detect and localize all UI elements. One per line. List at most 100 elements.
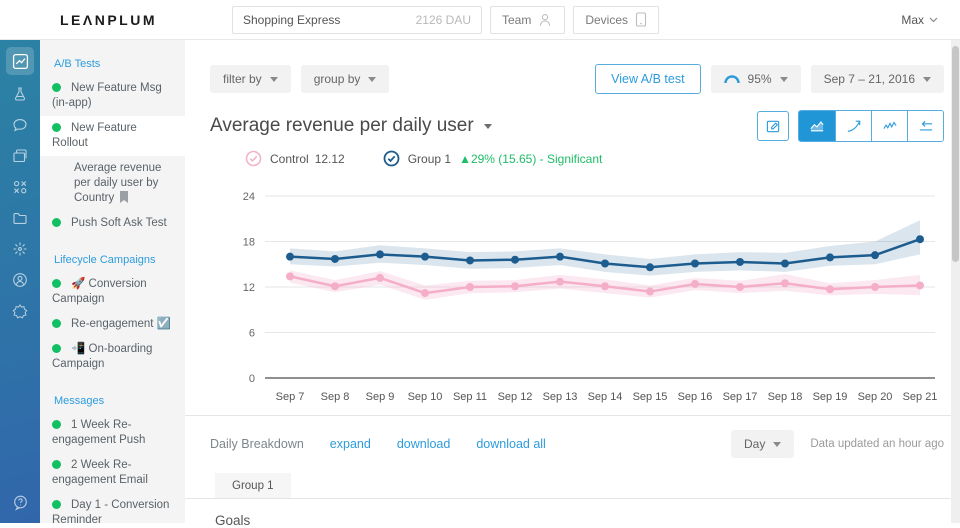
line-chart-canvas: 0 6 12 18 24 Sep 7 Sep 8 Sep 9 Sep 10 Sep 11 Sep 1… — [243, 191, 938, 403]
user-menu[interactable]: Max — [901, 13, 938, 27]
granularity-label: Day — [744, 437, 766, 451]
chart-type-switcher — [798, 110, 944, 142]
rail-messages-button[interactable] — [6, 112, 34, 137]
status-dot-icon — [52, 218, 61, 227]
data-point — [736, 257, 744, 266]
rail-events-button[interactable] — [6, 236, 34, 261]
sidebar-item[interactable]: Push Soft Ask Test — [40, 211, 185, 236]
chart-type-cumulative-button[interactable] — [835, 111, 871, 141]
nav-section-title: Messages — [54, 395, 105, 407]
sidebar-item[interactable]: New Feature Rollout — [40, 116, 185, 156]
user-name: Max — [901, 12, 924, 27]
nav-section-title: Lifecycle Campaigns — [54, 254, 156, 266]
y-tick-label: 6 — [249, 328, 255, 340]
flask-icon — [14, 86, 26, 101]
chart-type-area-button[interactable] — [799, 111, 835, 141]
cumulative-chart-icon — [847, 120, 860, 132]
x-tick-label: Sep 12 — [498, 391, 533, 403]
rail-audiences-button[interactable] — [6, 267, 34, 292]
expand-link[interactable]: expand — [329, 437, 371, 451]
chart-type-flat-button[interactable] — [907, 111, 943, 141]
sidebar-item[interactable]: 📲 On-boarding Campaign — [40, 337, 185, 377]
rail-variables-button[interactable] — [6, 174, 34, 199]
sidebar-item[interactable]: 2 Week Re-engagement Email — [40, 453, 185, 493]
edit-chart-button[interactable] — [757, 111, 789, 141]
data-point — [331, 254, 339, 263]
rail-campaigns-button[interactable] — [6, 143, 34, 168]
data-point — [781, 279, 789, 288]
team-button[interactable]: Team — [490, 5, 566, 34]
caret-down-icon — [269, 76, 278, 82]
legend-control-name: Control — [270, 151, 309, 166]
status-dot-icon — [52, 500, 61, 509]
date-range-dropdown[interactable]: Sep 7 – 21, 2016 — [810, 65, 944, 93]
sidebar-item[interactable]: Average revenue per daily user by Countr… — [40, 156, 185, 211]
y-tick-label: 24 — [243, 191, 255, 203]
devices-button[interactable]: Devices — [573, 5, 660, 34]
people-icon — [13, 272, 27, 287]
scrollbar-track[interactable] — [951, 40, 960, 523]
filters-toolbar: filter by group by View A/B test 95% Sep… — [210, 64, 944, 94]
granularity-dropdown[interactable]: Day — [731, 430, 795, 458]
rail-ab-tests-button[interactable] — [6, 81, 34, 106]
x-tick-label: Sep 14 — [588, 391, 623, 403]
top-bar: LEΛNPLUM Shopping Express 2126 DAU Team … — [0, 0, 960, 40]
y-tick-label: 0 — [249, 373, 255, 385]
devices-label: Devices — [585, 12, 629, 27]
breakdown-toolbar: Daily Breakdown expand download download… — [210, 430, 944, 458]
legend-group1-toggle[interactable]: Group 1 ▲29% (15.65) - Significant — [383, 150, 603, 167]
analytics-icon — [12, 53, 28, 69]
app-selector[interactable]: Shopping Express 2126 DAU — [232, 5, 482, 34]
data-point — [691, 259, 699, 268]
data-point — [286, 272, 294, 281]
chart-type-daily-button[interactable] — [871, 111, 907, 141]
legend-control-toggle[interactable]: Control 12.12 — [245, 150, 345, 167]
group-by-dropdown[interactable]: group by — [300, 65, 390, 93]
legend-group1-delta: ▲29% (15.65) - Significant — [459, 151, 603, 166]
zigzag-chart-icon — [882, 121, 897, 129]
team-label: Team — [502, 12, 532, 27]
confidence-dropdown[interactable]: 95% — [710, 65, 801, 93]
main-panel: filter by group by View A/B test 95% Sep… — [185, 40, 960, 528]
status-dot-icon — [52, 319, 61, 328]
sidebar-item[interactable]: 1 Week Re-engagement Push — [40, 413, 185, 453]
y-tick-label: 12 — [243, 282, 255, 294]
filter-by-dropdown[interactable]: filter by — [210, 65, 291, 93]
sidebar-item-label: Day 1 - Conversion Reminder — [52, 499, 170, 523]
status-dot-icon — [52, 279, 61, 288]
x-tick-label: Sep 8 — [321, 391, 350, 403]
sidebar-item[interactable]: New Feature Msg (in-app) — [40, 76, 185, 116]
tab-group1[interactable]: Group 1 — [215, 473, 291, 498]
group-by-label: group by — [313, 72, 361, 86]
view-ab-test-button[interactable]: View A/B test — [595, 64, 701, 94]
rail-files-button[interactable] — [6, 205, 34, 230]
data-point — [871, 251, 879, 260]
nav-section: A/B Tests New Feature Msg (in-app) New Fea… — [40, 54, 185, 236]
sidebar-item[interactable]: Day 1 - Conversion Reminder — [40, 493, 185, 523]
sidebar-item-label: 1 Week Re-engagement Push — [52, 419, 146, 446]
data-point — [511, 282, 519, 291]
icon-rail — [0, 40, 40, 523]
data-point — [556, 252, 564, 261]
folder-icon — [13, 212, 27, 224]
sidebar-item[interactable]: 🚀 Conversion Campaign — [40, 272, 185, 312]
x-tick-label: Sep 21 — [903, 391, 938, 403]
data-point — [376, 273, 384, 282]
status-dot-icon — [52, 83, 61, 92]
sidebar-item[interactable]: Re-engagement ☑️ — [40, 312, 185, 337]
download-link[interactable]: download — [396, 437, 451, 451]
sidebar-item-label: Average revenue per daily user by Countr… — [74, 162, 162, 204]
data-point — [826, 285, 834, 294]
rail-settings-button[interactable] — [6, 298, 34, 323]
data-point — [916, 281, 924, 290]
rail-analytics-button[interactable] — [6, 47, 34, 75]
download-all-link[interactable]: download all — [476, 437, 546, 451]
legend-control-value: 12.12 — [314, 151, 345, 166]
data-point — [601, 259, 609, 268]
metric-selector[interactable]: Average revenue per daily user — [210, 115, 492, 137]
rail-help-button[interactable] — [6, 490, 34, 515]
caret-down-icon — [483, 123, 492, 129]
scrollbar-thumb[interactable] — [952, 46, 959, 262]
sidebar-item-label: 🚀 Conversion Campaign — [52, 278, 147, 305]
data-point — [781, 259, 789, 268]
